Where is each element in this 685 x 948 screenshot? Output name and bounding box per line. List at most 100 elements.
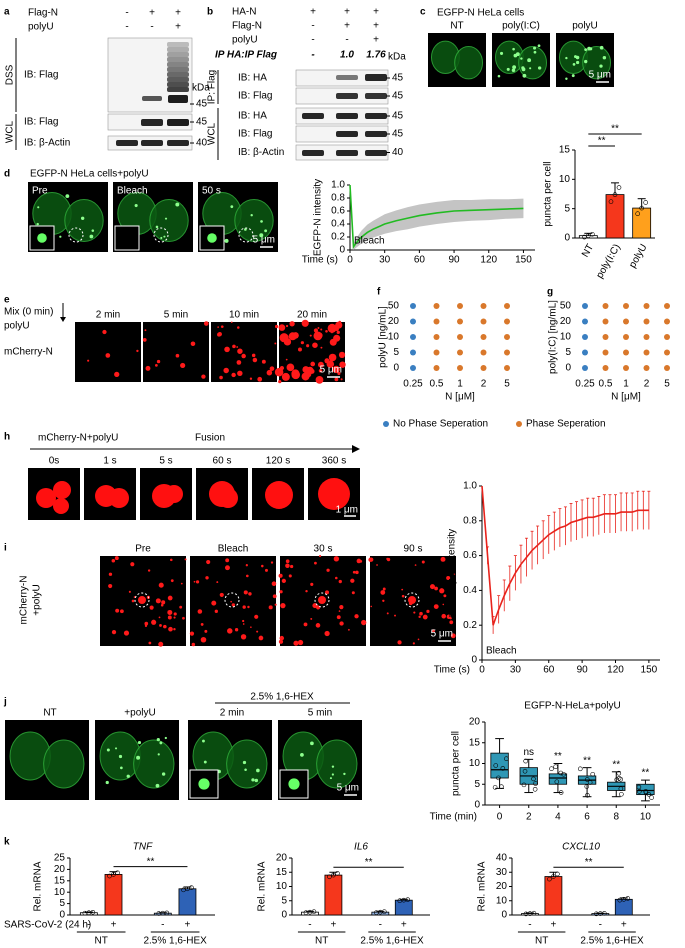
puncta <box>258 635 264 641</box>
condition-sign: - <box>345 35 348 46</box>
point <box>602 349 609 356</box>
puncta <box>318 369 323 373</box>
puncta <box>446 575 451 580</box>
micrograph <box>190 556 276 646</box>
treatment-label: 2.5% 1,6-HEX <box>250 692 314 703</box>
puncta <box>527 58 532 63</box>
puncta <box>225 565 230 571</box>
y-tick-label: 0 <box>339 245 345 256</box>
significance-label: ** <box>642 768 650 779</box>
puncta <box>224 238 229 243</box>
bleach-region <box>68 227 84 243</box>
x-tick-label: 6 <box>584 812 590 823</box>
y-tick-label: 25 <box>54 853 66 864</box>
puncta <box>305 589 308 593</box>
point <box>582 334 588 340</box>
puncta <box>429 584 435 590</box>
puncta <box>289 321 295 327</box>
group-label: 2.5% 1,6-HEX <box>580 936 644 947</box>
band <box>336 150 358 156</box>
micrograph <box>211 322 277 382</box>
y-tick-label: 0 <box>564 233 570 244</box>
puncta <box>219 375 223 380</box>
puncta <box>418 615 421 619</box>
y-tick-label: 30 <box>496 867 508 878</box>
puncta <box>315 376 324 384</box>
puncta <box>189 631 195 636</box>
y-tick-label: 0 <box>393 363 399 374</box>
y-tick-label: 50 <box>560 301 572 312</box>
puncta <box>401 594 405 598</box>
bleach-region <box>314 592 330 608</box>
image-label: Bleach <box>218 544 249 555</box>
point <box>410 318 416 325</box>
puncta <box>136 755 141 760</box>
puncta <box>285 563 290 568</box>
puncta <box>190 341 196 347</box>
kda-label: 45 <box>392 111 404 122</box>
point <box>433 365 440 371</box>
droplet <box>53 481 71 499</box>
puncta <box>254 778 259 783</box>
image-label: 1 s <box>103 456 116 467</box>
legend-marker <box>383 421 389 427</box>
y-tick-label: 0.4 <box>463 585 477 596</box>
puncta <box>351 591 355 595</box>
puncta <box>278 639 284 644</box>
y-tick-label: 1.0 <box>331 180 345 191</box>
x-tick-label: 150 <box>515 255 532 266</box>
panel-label: g <box>547 287 553 298</box>
puncta <box>182 616 185 620</box>
y-tick-label: 15 <box>559 145 571 156</box>
point <box>410 349 416 356</box>
y-tick-label: 0.2 <box>331 232 345 243</box>
bar <box>605 194 625 239</box>
puncta <box>521 67 526 72</box>
y-tick-label: 20 <box>560 316 572 327</box>
puncta <box>339 361 346 368</box>
puncta <box>334 377 339 382</box>
puncta <box>175 202 180 207</box>
y-tick-label: 15 <box>276 867 288 878</box>
replicate-dot <box>646 791 652 797</box>
puncta <box>338 610 341 612</box>
condition-sign: - <box>125 8 128 19</box>
droplet <box>165 485 183 503</box>
bleach-region <box>224 592 240 608</box>
image-label: 2 min <box>96 310 120 321</box>
puncta <box>167 615 172 620</box>
puncta <box>149 605 154 610</box>
puncta <box>159 741 163 745</box>
ratio-value: - <box>311 50 315 61</box>
puncta <box>297 347 302 352</box>
puncta <box>439 588 445 594</box>
puncta <box>179 605 183 609</box>
bar <box>178 888 197 916</box>
band <box>365 93 387 99</box>
y-tick-label: 5 <box>393 347 399 358</box>
point <box>457 318 463 325</box>
replicate-dot <box>590 231 595 237</box>
replicate-dot <box>584 777 590 782</box>
replicate-dot <box>311 909 317 914</box>
y-tick-label: 1.0 <box>463 481 477 492</box>
puncta <box>230 321 233 324</box>
puncta <box>319 555 322 558</box>
x-tick-label: - <box>379 920 382 931</box>
point <box>623 318 629 325</box>
puncta <box>118 754 123 759</box>
puncta <box>369 557 374 562</box>
puncta <box>340 378 343 381</box>
x-tick-label: 90 <box>449 255 461 266</box>
group-label: 2.5% 1,6-HEX <box>143 936 207 947</box>
puncta <box>329 777 332 780</box>
condition-sign: - <box>150 22 153 33</box>
puncta <box>170 558 173 562</box>
puncta <box>354 614 359 619</box>
band <box>302 150 324 156</box>
puncta <box>300 752 304 757</box>
puncta <box>297 639 304 646</box>
puncta <box>306 344 310 348</box>
puncta <box>144 329 147 332</box>
puncta <box>324 358 330 364</box>
